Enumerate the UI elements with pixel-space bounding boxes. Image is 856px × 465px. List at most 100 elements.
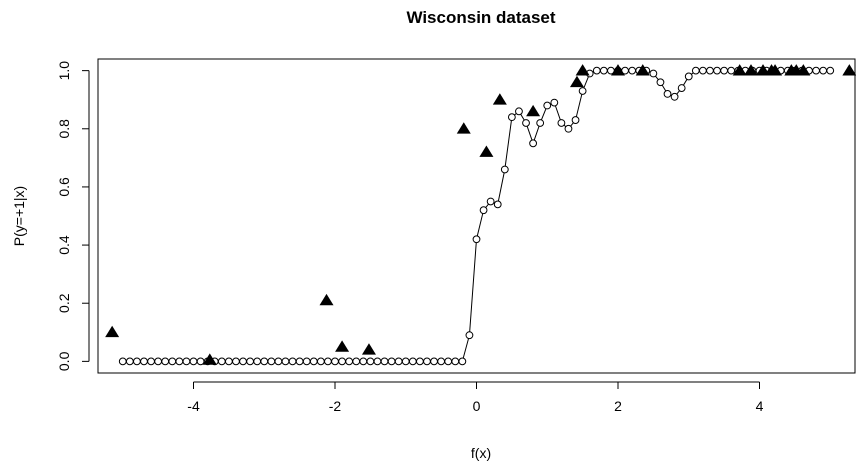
curve-point: [345, 357, 354, 366]
curve-point: [599, 66, 608, 75]
y-axis-label: P(y=+1|x): [11, 186, 27, 246]
curve-point: [543, 101, 552, 110]
curve-point: [706, 66, 714, 75]
x-tick-label: 0: [473, 398, 481, 414]
curve-point: [253, 357, 262, 366]
curve-point: [352, 357, 361, 366]
curve-point: [578, 87, 587, 95]
curve-point: [316, 357, 325, 366]
curve-point: [479, 206, 488, 215]
triangle-point: [492, 93, 507, 105]
curve-point: [168, 357, 177, 366]
curve-point: [133, 357, 141, 366]
curve-point: [592, 66, 601, 75]
curve-point: [373, 357, 382, 366]
triangle-point: [569, 75, 584, 88]
curve-point: [649, 69, 658, 78]
curve-point: [698, 66, 707, 75]
x-tick-label: 2: [614, 398, 622, 414]
x-tick-label: -2: [329, 398, 342, 414]
curve-point: [224, 357, 233, 366]
triangle-point: [526, 104, 541, 117]
triangle-point: [842, 64, 856, 76]
triangle-point: [635, 64, 650, 76]
curve-point: [324, 357, 332, 366]
curve-point: [387, 357, 396, 366]
curve-point: [670, 92, 679, 101]
curve-point: [437, 357, 446, 366]
curve-point: [515, 107, 523, 116]
triangle-point: [575, 64, 590, 76]
y-tick-label: 1.0: [56, 61, 72, 81]
curve-point: [401, 357, 410, 366]
curve-point: [472, 235, 481, 244]
triangle-point: [479, 145, 494, 157]
curve-point: [288, 357, 297, 366]
chart-title: Wisconsin dataset: [406, 8, 555, 27]
curve-point: [281, 357, 290, 366]
curve-point: [571, 116, 580, 124]
curve-point: [182, 357, 191, 366]
triangle-point: [796, 64, 811, 76]
y-tick-label: 0.6: [56, 177, 72, 197]
x-axis-label: f(x): [471, 445, 491, 461]
curve-point: [309, 357, 318, 366]
curve-point: [246, 357, 255, 366]
curve-point: [684, 72, 693, 81]
curve-point: [529, 139, 537, 148]
curve-point: [302, 357, 311, 366]
y-tick-label: 0.0: [56, 351, 72, 371]
curve-point: [486, 197, 495, 206]
curve-point: [727, 66, 736, 75]
curve-point: [493, 200, 502, 209]
curve-point: [125, 357, 134, 366]
triangle-point: [744, 64, 759, 76]
curve-point: [500, 165, 509, 174]
triangle-point: [732, 64, 747, 76]
triangle-point: [105, 325, 120, 338]
curve-point: [380, 357, 389, 366]
y-tick-label: 0.4: [56, 235, 72, 255]
curve-point: [147, 357, 155, 366]
curve-point: [267, 357, 276, 366]
curve-point: [423, 357, 431, 366]
curve-point: [175, 357, 184, 366]
curve-point: [628, 66, 637, 75]
curve-point: [239, 357, 247, 366]
curve-point: [140, 357, 148, 366]
curve-point: [451, 357, 460, 366]
x-tick-label: -4: [187, 398, 200, 414]
x-axis: -4 -2 0 2 4: [187, 381, 764, 414]
curve-point: [338, 357, 346, 366]
curve-point: [720, 66, 729, 75]
curve-point: [444, 357, 453, 366]
curve-point: [458, 357, 467, 366]
curve-point: [295, 357, 304, 366]
curve-point: [812, 66, 820, 75]
curve-point: [465, 331, 474, 340]
curve-point: [677, 84, 686, 92]
curve-point: [274, 357, 283, 366]
curve-point: [536, 119, 545, 127]
curve-point: [161, 357, 170, 366]
curve-point: [154, 357, 163, 366]
triangle-point: [456, 122, 471, 134]
x-tick-label: 4: [756, 398, 764, 414]
curve-point: [819, 66, 828, 75]
curve-point: [713, 66, 721, 75]
y-axis: 0.0 0.2 0.4 0.6 0.8 1.0: [56, 61, 90, 371]
curve-point: [408, 357, 417, 366]
curve-point: [260, 357, 269, 366]
curve-point: [550, 98, 559, 107]
curve-point: [331, 357, 339, 366]
curve-point: [189, 357, 198, 366]
curve-point: [557, 119, 566, 127]
triangle-point: [335, 340, 350, 352]
curve-point: [232, 357, 240, 366]
curve-point: [691, 66, 700, 75]
y-tick-label: 0.2: [56, 293, 72, 313]
plot-frame: [97, 58, 856, 374]
curve-point: [522, 119, 530, 127]
triangle-point: [361, 343, 376, 355]
